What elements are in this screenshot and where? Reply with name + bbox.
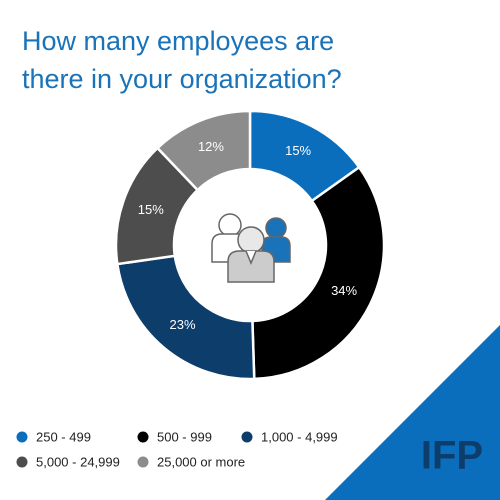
legend-swatch <box>16 431 28 443</box>
data-label: 23% <box>169 317 195 332</box>
legend-label: 1,000 - 4,999 <box>261 429 338 444</box>
people-icon <box>211 213 291 283</box>
legend-swatch <box>137 431 149 443</box>
data-label: 34% <box>331 283 357 298</box>
legend-swatch <box>16 456 28 468</box>
data-label: 15% <box>138 202 164 217</box>
legend-label: 500 - 999 <box>157 429 212 444</box>
logo: IFP <box>421 434 483 478</box>
donut-segment <box>115 254 256 381</box>
legend-label: 25,000 or more <box>157 454 245 469</box>
legend-label: 250 - 499 <box>36 429 91 444</box>
donut-segment <box>155 109 252 192</box>
donut-segment <box>251 165 386 381</box>
data-label: 12% <box>198 139 224 154</box>
legend-swatch <box>241 431 253 443</box>
data-label: 15% <box>285 143 311 158</box>
legend-label: 5,000 - 24,999 <box>36 454 120 469</box>
chart-title: How many employees are there in your org… <box>22 26 342 94</box>
logo-shape <box>325 325 500 500</box>
legend-swatch <box>137 456 149 468</box>
